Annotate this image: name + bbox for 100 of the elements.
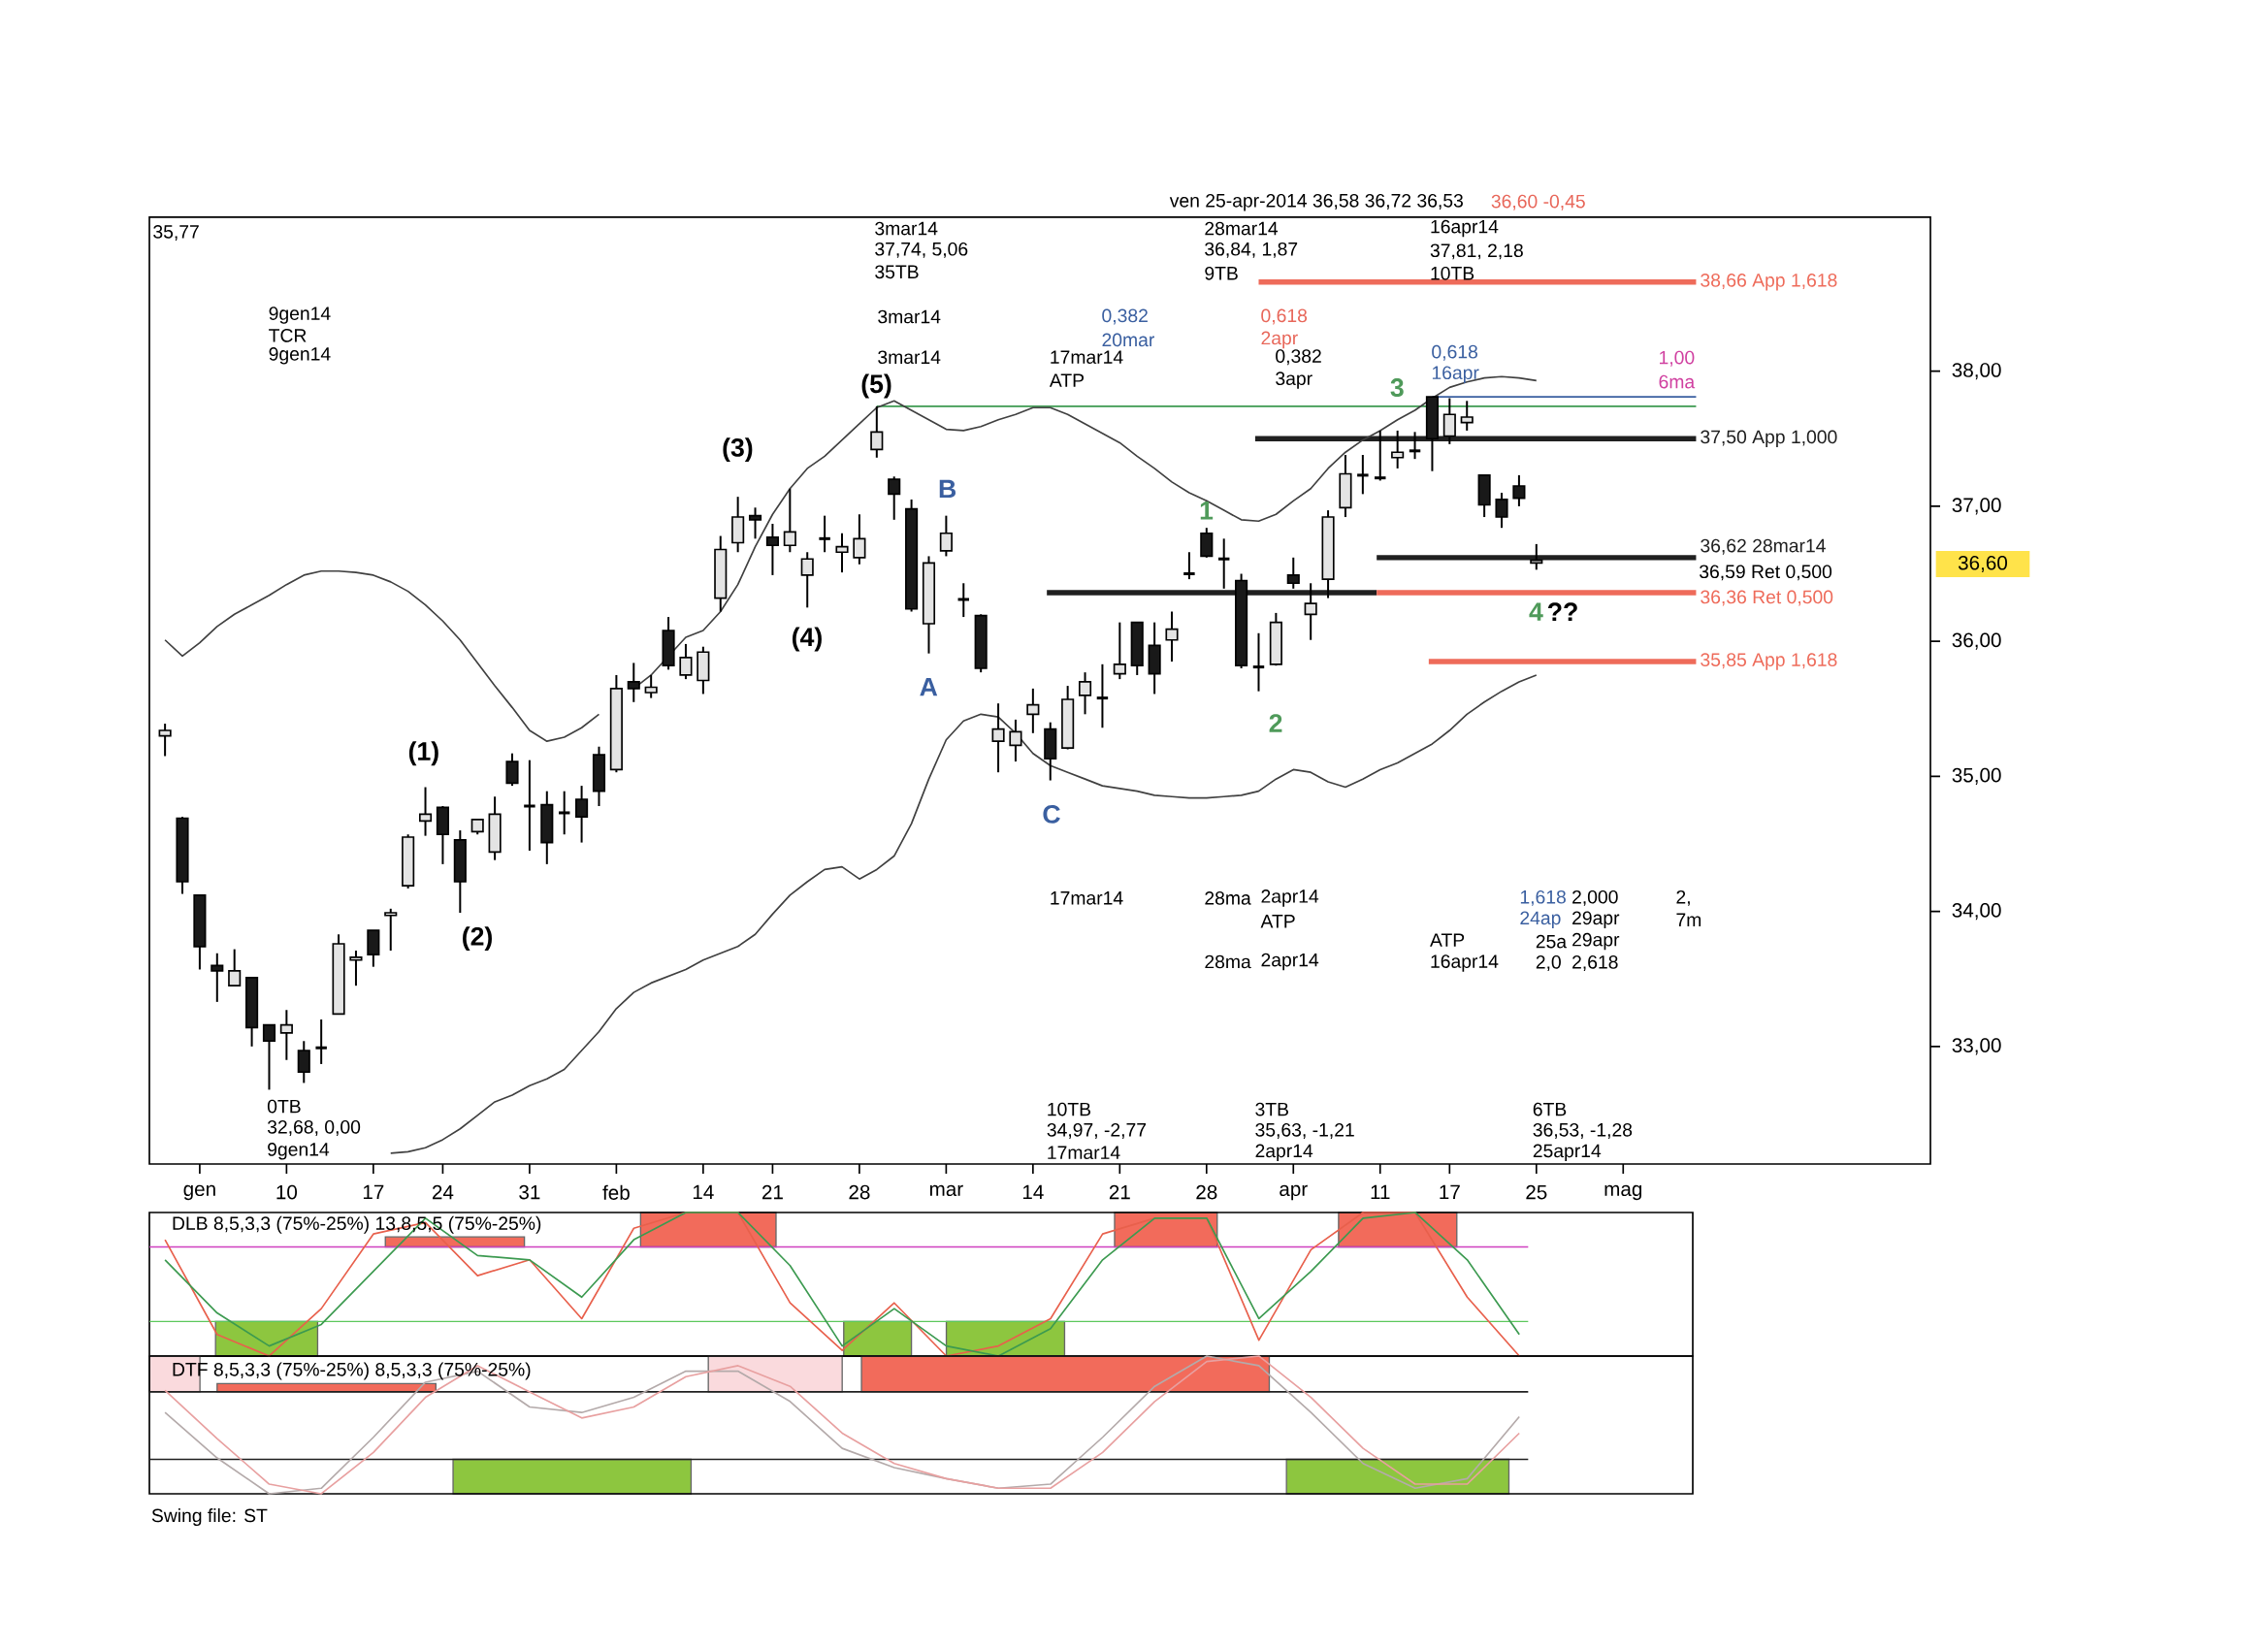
candlestick	[1512, 473, 1526, 507]
x-tick-label: mar	[929, 1184, 963, 1197]
annotation: 17mar14	[1048, 1146, 1120, 1160]
candlestick	[783, 487, 796, 554]
candlestick	[1165, 610, 1179, 663]
candlestick	[1096, 663, 1110, 729]
x-tick-label: 21	[761, 1184, 783, 1200]
candlestick	[1078, 671, 1092, 716]
annotation: 0,382	[1102, 308, 1148, 325]
text: 36,60	[1958, 555, 2008, 573]
candlestick	[853, 513, 866, 566]
candlestick	[1200, 527, 1214, 559]
y-tick-label: 38,00	[1952, 363, 2001, 380]
candlestick	[870, 404, 884, 459]
annotation: A	[920, 678, 938, 696]
x-tick-label: 14	[693, 1184, 714, 1199]
candlestick	[748, 506, 762, 540]
chart-subtitle: 36,60 -0,45	[1491, 194, 1585, 210]
x-tick-label: 28	[1196, 1184, 1217, 1200]
annotation: TCR	[269, 329, 307, 342]
annotation: 2,	[1676, 889, 1690, 906]
annotation: 17mar14	[1051, 350, 1123, 365]
annotation: 3mar14	[875, 221, 938, 236]
annotation: 1	[1200, 501, 1214, 520]
annotation: 10TB	[1048, 1102, 1091, 1116]
candlestick	[158, 723, 172, 758]
ref-line-label: 36,36 Ret 0,500	[1701, 590, 1833, 606]
candlestick	[627, 662, 640, 703]
candlestick	[1495, 492, 1508, 530]
candlestick	[418, 786, 433, 837]
annotation: 2,618	[1572, 955, 1618, 971]
candlestick	[939, 514, 953, 558]
annotation: 35,77	[153, 225, 199, 242]
annotation: 16apr14	[1431, 219, 1499, 238]
annotation: (2)	[463, 926, 492, 952]
annotation: 29apr	[1572, 911, 1620, 929]
annotation: 2,000	[1572, 889, 1618, 906]
x-tick-label: 28	[849, 1184, 870, 1200]
x-tick-label: gen	[183, 1184, 215, 1201]
x-tick-label: 25	[1526, 1184, 1547, 1200]
y-tick-label: 33,00	[1952, 1038, 2001, 1055]
ref-line-label: 37,50 App 1,000	[1701, 430, 1837, 448]
annotation: 2,0	[1536, 955, 1561, 971]
annotation: 2apr14	[1261, 953, 1319, 971]
ref-line-label: 36,62 28mar14	[1701, 538, 1826, 555]
annotation: ATP	[1260, 915, 1295, 928]
annotation: 3apr	[1276, 372, 1312, 389]
candlestick	[1375, 429, 1386, 482]
chart-title: DTF 8,5,3,3 (75%-25%) 8,5,3,3 (75%-25%)	[173, 1362, 531, 1380]
annotation: 36,53, -1,28	[1533, 1122, 1633, 1139]
annotation: 2	[1269, 714, 1282, 732]
annotation: 28ma	[1205, 954, 1251, 969]
x-tick-label: feb	[602, 1184, 630, 1200]
annotation: 3	[1390, 378, 1404, 398]
annotation: (4)	[792, 627, 822, 652]
annotation: 32,68, 0,00	[267, 1119, 361, 1136]
candlestick	[1216, 537, 1230, 590]
x-tick-label: apr	[1280, 1184, 1308, 1201]
candlestick	[1530, 542, 1543, 571]
annotation: 1,00	[1660, 350, 1695, 367]
candlestick	[1357, 454, 1369, 496]
annotation: 9gen14	[269, 307, 331, 324]
annotation: 2apr14	[1255, 1144, 1313, 1162]
annotation: 0,382	[1276, 349, 1321, 366]
annotation: 10TB	[1431, 266, 1474, 280]
annotation: 35,63, -1,21	[1255, 1122, 1354, 1139]
candlestick	[835, 532, 849, 574]
annotation: 35TB	[875, 265, 919, 279]
candlestick	[1251, 631, 1266, 693]
candlestick	[315, 1018, 327, 1065]
candlestick	[1026, 687, 1040, 734]
text: Swing file: ST	[151, 1508, 268, 1527]
x-tick-label: 21	[1109, 1184, 1130, 1200]
candlestick	[957, 582, 970, 619]
annotation: 25apr14	[1533, 1144, 1602, 1162]
annotation: 37,81, 2,18	[1430, 243, 1523, 260]
annotation: 16apr14	[1431, 954, 1499, 972]
annotation: 36,84, 1,87	[1205, 242, 1298, 258]
annotation: 0,618	[1432, 344, 1477, 361]
candlestick	[1183, 551, 1195, 581]
annotation: (5)	[861, 373, 891, 399]
candlestick	[228, 948, 242, 987]
x-tick-label: 24	[432, 1184, 454, 1200]
annotation: 0,618	[1261, 308, 1308, 325]
candlestick	[1460, 400, 1474, 432]
ref-line-label: 35,85 App 1,618	[1701, 653, 1837, 670]
x-tick-label: 11	[1371, 1184, 1390, 1199]
candlestick	[1304, 582, 1317, 641]
y-tick-label: 35,00	[1952, 767, 2001, 785]
x-tick-label: 17	[1440, 1184, 1460, 1199]
candlestick	[384, 907, 398, 952]
annotation: 9gen14	[269, 347, 331, 365]
annotation: 0TB	[267, 1099, 301, 1114]
annotation: 7m	[1676, 913, 1701, 926]
annotation: ATP	[1049, 373, 1084, 387]
candlestick	[349, 950, 363, 987]
candlestick	[262, 1023, 276, 1091]
annotation: ATP	[1430, 933, 1465, 947]
chart-title: ven 25-apr-2014 36,58 36,72 36,53	[1169, 193, 1463, 211]
candlestick	[819, 514, 830, 554]
